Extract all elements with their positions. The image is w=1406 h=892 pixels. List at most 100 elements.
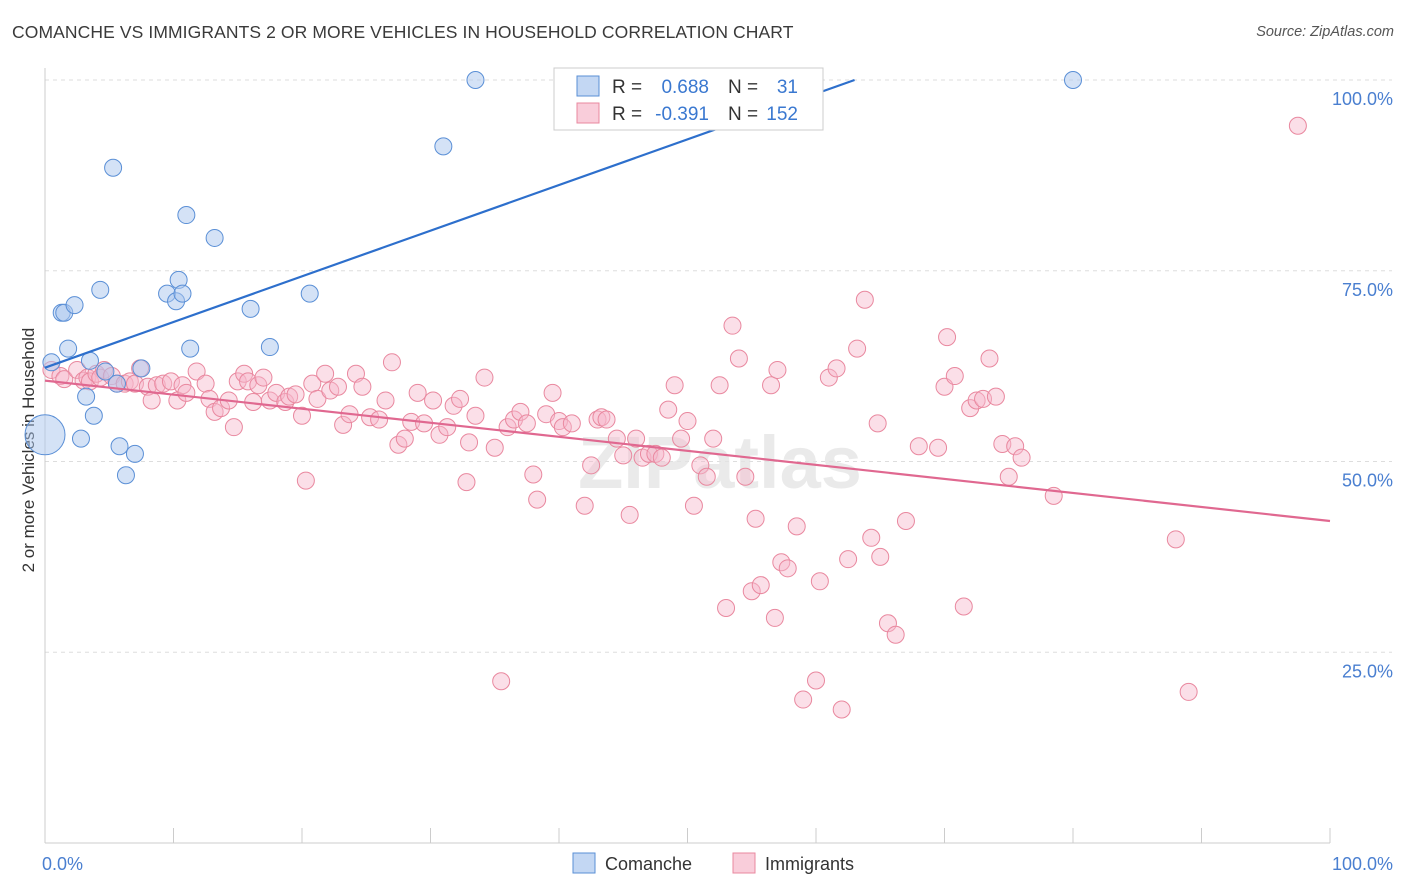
comanche-point [132, 359, 151, 378]
immigrants-point [444, 396, 463, 415]
watermark: ZIPatlas [578, 421, 862, 504]
comanche-point [96, 362, 115, 381]
immigrants-trend-line [44, 379, 1331, 523]
y-tick-label: 50.0% [1342, 471, 1393, 491]
immigrants-point [807, 671, 825, 690]
immigrants-point [1006, 437, 1025, 456]
comanche-point [71, 429, 90, 448]
immigrants-point [582, 456, 601, 475]
immigrants-point [980, 349, 999, 368]
legend-swatch-immigrants [576, 102, 600, 124]
immigrants-point [986, 387, 1005, 406]
legend-n-value: 152 [766, 104, 798, 125]
immigrants-point [196, 374, 215, 393]
immigrants-point [485, 438, 504, 457]
immigrants-point [430, 425, 449, 444]
immigrants-point [1166, 530, 1185, 549]
comanche-point [65, 296, 84, 315]
legend-r-label: R = [612, 104, 642, 125]
comanche-point [116, 466, 135, 485]
comanche-point [241, 299, 260, 318]
immigrants-point [575, 496, 594, 515]
immigrants-point [778, 559, 797, 578]
comanche-point [110, 437, 129, 456]
source-credit: Source: ZipAtlas.com [1256, 24, 1394, 40]
immigrants-point [886, 625, 905, 644]
immigrants-point [999, 467, 1018, 486]
immigrants-point [475, 368, 494, 387]
comanche-point [59, 339, 78, 358]
immigrants-points [42, 116, 1307, 719]
immigrants-point [768, 360, 787, 379]
immigrants-point [553, 418, 572, 437]
immigrants-point [620, 505, 639, 524]
immigrants-point [451, 389, 470, 408]
immigrants-point [710, 376, 729, 395]
immigrants-point [819, 368, 838, 387]
immigrants-point [293, 406, 311, 425]
immigrants-point [562, 414, 581, 433]
immigrants-point [961, 399, 980, 418]
immigrants-point [855, 290, 874, 309]
immigrants-point [376, 391, 395, 410]
axes [44, 68, 1331, 844]
comanche-point [300, 284, 319, 303]
immigrants-point [187, 362, 206, 381]
immigrants-point [511, 402, 530, 421]
bottom-legend-swatch-comanche [572, 852, 596, 874]
immigrants-point [938, 328, 957, 347]
immigrants-point [161, 372, 180, 391]
comanche-point [91, 280, 110, 299]
immigrants-point [723, 316, 742, 335]
immigrants-point [395, 429, 414, 448]
comanche-point [181, 339, 200, 358]
comanche-point [177, 206, 196, 225]
bottom-legend-label-comanche: Comanche [605, 854, 692, 874]
immigrants-point [652, 448, 671, 467]
legend-swatch-comanche [576, 75, 600, 97]
comanche-point [84, 406, 103, 425]
immigrants-point [614, 446, 633, 465]
legend-box: R = 0.688 N = 31 R = -0.391 N = 152 [553, 67, 824, 131]
immigrants-point [517, 414, 536, 433]
immigrants-point [704, 429, 723, 448]
legend-n-label: N = [728, 77, 758, 98]
immigrants-point [408, 383, 427, 402]
bottom-legend: Comanche Immigrants [572, 852, 854, 874]
immigrants-point [382, 353, 401, 372]
bottom-legend-swatch-immigrants [732, 852, 756, 874]
comanche-point [77, 387, 96, 406]
immigrants-point [678, 412, 697, 431]
immigrants-point [954, 597, 973, 616]
immigrants-point [862, 528, 881, 547]
comanche-point [173, 284, 192, 303]
immigrants-point [848, 339, 867, 358]
immigrants-point [729, 349, 748, 368]
immigrants-point [457, 473, 476, 492]
immigrants-point [746, 509, 765, 528]
immigrants-point [328, 377, 347, 396]
comanche-point [260, 338, 279, 357]
immigrants-point [787, 517, 806, 536]
legend-n-label: N = [728, 104, 758, 125]
immigrants-point [672, 429, 691, 448]
immigrants-point [142, 391, 161, 410]
immigrants-point [929, 438, 948, 457]
immigrants-point [524, 465, 543, 484]
immigrants-point [896, 512, 915, 531]
immigrants-point [438, 418, 457, 437]
immigrants-point [239, 372, 258, 391]
immigrants-point [1179, 682, 1198, 701]
y-tick-label: 75.0% [1342, 280, 1393, 300]
immigrants-point [424, 391, 443, 410]
immigrants-point [827, 359, 846, 378]
legend-r-value: 0.688 [661, 77, 709, 98]
bottom-legend-label-immigrants: Immigrants [765, 854, 854, 874]
immigrants-point [665, 376, 684, 395]
immigrants-point [1012, 448, 1031, 467]
immigrants-point [967, 391, 986, 410]
immigrants-point [177, 383, 196, 402]
comanche-point [104, 158, 123, 177]
y-axis-label: 2 or more Vehicles in Household [19, 328, 38, 573]
immigrants-point [691, 456, 710, 475]
